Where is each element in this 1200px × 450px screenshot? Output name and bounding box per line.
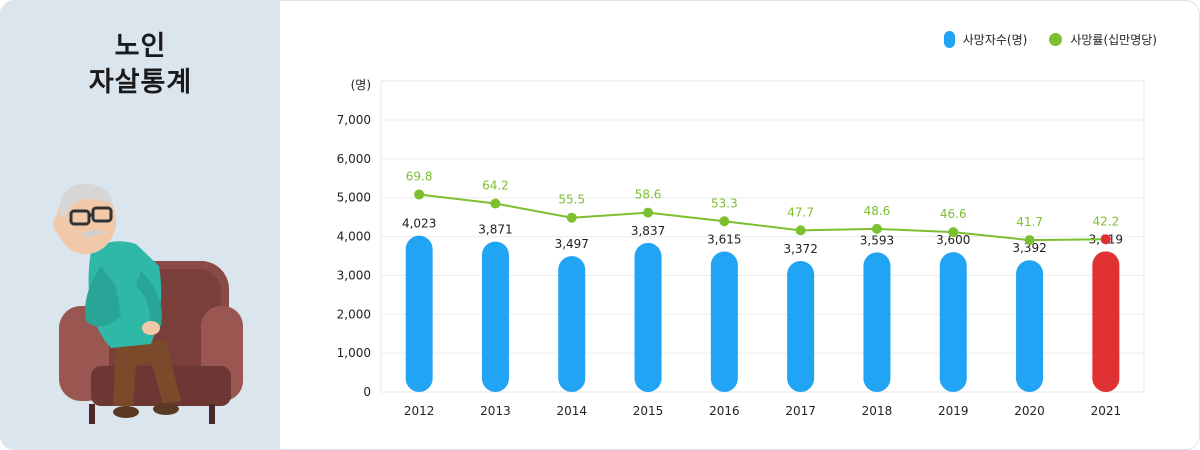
side-panel: 노인 자살통계 <box>1 1 280 449</box>
y-tick-label: 0 <box>363 385 371 399</box>
y-tick-label: 6,000 <box>337 152 371 166</box>
x-tick-label: 2018 <box>862 404 893 418</box>
rate-value-label: 46.6 <box>940 207 967 221</box>
x-tick-label: 2012 <box>404 404 435 418</box>
y-tick-label: 4,000 <box>337 230 371 244</box>
bar-value-label: 3,600 <box>936 233 970 247</box>
rate-point-2014 <box>566 212 577 223</box>
bar-2018 <box>863 252 891 392</box>
panel-title-line1: 노인 <box>114 31 167 62</box>
y-tick-label: 5,000 <box>337 191 371 205</box>
rate-line <box>419 193 1106 242</box>
rate-point-2012 <box>414 189 425 200</box>
bar-value-label: 3,593 <box>860 233 894 247</box>
legend-item-rate: 사망률(십만명당) <box>1049 31 1157 48</box>
rate-value-label: 64.2 <box>482 179 509 193</box>
x-tick-label: 2013 <box>480 404 511 418</box>
bar-2012 <box>405 235 433 392</box>
rate-value-label: 41.7 <box>1016 215 1043 229</box>
bar-value-label: 3,497 <box>555 237 589 251</box>
elderly-man-armchair-illustration <box>53 183 243 424</box>
rate-value-label: 55.5 <box>558 193 585 207</box>
bar-2019 <box>939 252 967 392</box>
rate-value-label: 47.7 <box>787 205 814 219</box>
bar-2014 <box>558 256 586 392</box>
x-tick-label: 2015 <box>633 404 664 418</box>
bar-2013 <box>481 241 509 392</box>
rate-value-label: 58.6 <box>635 188 662 202</box>
x-tick-label: 2014 <box>556 404 587 418</box>
y-tick-label: 3,000 <box>337 268 371 282</box>
rate-value-label: 69.8 <box>406 169 433 183</box>
rate-point-2015 <box>643 207 654 218</box>
bar-value-label: 3,615 <box>707 233 741 247</box>
y-tick-label: 1,000 <box>337 346 371 360</box>
y-tick-label: 7,000 <box>337 113 371 127</box>
bar-value-label: 3,837 <box>631 224 665 238</box>
rate-value-label: 48.6 <box>864 204 891 218</box>
rate-value-label: 42.2 <box>1092 214 1119 228</box>
bar-value-label: 3,392 <box>1012 241 1046 255</box>
panel-title: 노인 자살통계 <box>1 29 280 101</box>
bar-2016 <box>710 251 738 392</box>
bar-2017 <box>787 260 815 392</box>
legend-bar-swatch <box>943 31 955 48</box>
legend-deaths-label: 사망자수(명) <box>962 33 1028 47</box>
rate-point-2021 <box>1100 234 1111 245</box>
x-tick-label: 2016 <box>709 404 740 418</box>
rate-point-2018 <box>871 223 882 234</box>
rate-point-2017 <box>795 225 806 236</box>
bar-value-label: 3,372 <box>783 242 817 256</box>
bar-2020 <box>1016 260 1044 392</box>
legend-item-deaths: 사망자수(명) <box>943 31 1028 48</box>
rate-value-label: 53.3 <box>711 196 738 210</box>
rate-point-2013 <box>490 198 501 209</box>
rate-point-2019 <box>948 227 959 238</box>
rate-point-2016 <box>719 216 730 227</box>
y-tick-label: 2,000 <box>337 307 371 321</box>
x-tick-label: 2021 <box>1091 404 1122 418</box>
y-axis-unit: (명) <box>351 78 371 92</box>
x-tick-label: 2019 <box>938 404 969 418</box>
bar-value-label: 3,871 <box>478 223 512 237</box>
bar-2021 <box>1092 251 1120 392</box>
legend-line-swatch <box>1049 33 1063 46</box>
rate-point-2020 <box>1024 235 1035 246</box>
panel-title-line2: 자살통계 <box>88 67 193 98</box>
bar-2015 <box>634 242 662 392</box>
x-tick-label: 2017 <box>785 404 816 418</box>
chart-legend: 사망자수(명) 사망률(십만명당) <box>943 31 1157 48</box>
bar-value-label: 4,023 <box>402 217 436 231</box>
x-tick-label: 2020 <box>1014 404 1045 418</box>
legend-rate-label: 사망률(십만명당) <box>1070 33 1157 47</box>
